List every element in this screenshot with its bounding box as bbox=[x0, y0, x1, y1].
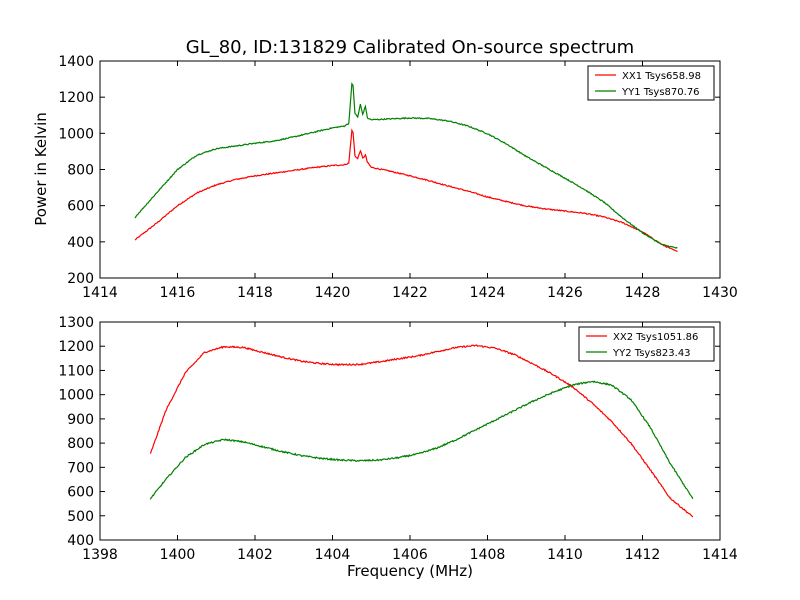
y-tick-label: 800 bbox=[67, 163, 94, 179]
x-tick-label: 1398 bbox=[82, 547, 118, 563]
series-line-yy bbox=[134, 82, 678, 249]
y-tick-label: 1300 bbox=[58, 315, 94, 331]
y-tick-label: 1000 bbox=[58, 388, 94, 404]
y-tick-label: 400 bbox=[67, 235, 94, 251]
y-tick-label: 1000 bbox=[58, 126, 94, 142]
x-tick-label: 1414 bbox=[82, 285, 118, 301]
y-tick-label: 800 bbox=[67, 436, 94, 452]
legend-entry: YY1 Tsys870.76 bbox=[621, 87, 700, 98]
y-tick-label: 700 bbox=[67, 460, 94, 476]
series-line-xx bbox=[134, 128, 678, 253]
legend-entry: XX2 Tsys1051.86 bbox=[613, 332, 698, 343]
x-tick-label: 1408 bbox=[470, 547, 506, 563]
x-tick-label: 1416 bbox=[160, 285, 196, 301]
x-tick-label: 1426 bbox=[547, 285, 583, 301]
y-tick-label: 1200 bbox=[58, 339, 94, 355]
series-line-xx bbox=[149, 344, 694, 518]
x-tick-label: 1420 bbox=[315, 285, 351, 301]
y-tick-label: 500 bbox=[67, 509, 94, 525]
y-tick-label: 400 bbox=[67, 533, 94, 549]
x-tick-label: 1400 bbox=[160, 547, 196, 563]
series-line-yy bbox=[149, 380, 694, 500]
y-tick-label: 200 bbox=[67, 271, 94, 287]
x-tick-label: 1414 bbox=[702, 547, 738, 563]
x-tick-label: 1424 bbox=[470, 285, 506, 301]
y-tick-label: 600 bbox=[67, 485, 94, 501]
y-tick-label: 600 bbox=[67, 199, 94, 215]
x-tick-label: 1422 bbox=[392, 285, 428, 301]
legend-entry: XX1 Tsys658.98 bbox=[622, 71, 701, 82]
x-tick-label: 1410 bbox=[547, 547, 583, 563]
x-tick-label: 1428 bbox=[625, 285, 661, 301]
x-tick-label: 1404 bbox=[315, 547, 351, 563]
legend-box bbox=[578, 326, 715, 362]
x-tick-label: 1430 bbox=[702, 285, 738, 301]
x-tick-label: 1402 bbox=[237, 547, 273, 563]
top-spectrum-panel: 1414 1416 1418 1420 1422 1424 1426 1428 1430 200 4… bbox=[58, 54, 737, 301]
legend-entry: YY2 Tsys823.43 bbox=[612, 348, 691, 359]
legend-box bbox=[587, 65, 715, 101]
legend: XX1 Tsys658.98 YY1 Tsys870.76 bbox=[587, 65, 715, 101]
x-axis-label: Frequency (MHz) bbox=[347, 562, 473, 580]
legend: XX2 Tsys1051.86 YY2 Tsys823.43 bbox=[578, 326, 715, 362]
y-tick-label: 1400 bbox=[58, 54, 94, 70]
y-tick-label: 1200 bbox=[58, 90, 94, 106]
x-tick-label: 1418 bbox=[237, 285, 273, 301]
x-tick-label: 1406 bbox=[392, 547, 428, 563]
bottom-spectrum-panel: 1398 1400 1402 1404 1406 1408 1410 1412 1414 400 5… bbox=[58, 315, 738, 563]
y-tick-label: 1100 bbox=[58, 363, 94, 379]
y-axis-label: Power in Kelvin bbox=[32, 112, 50, 226]
y-tick-label: 900 bbox=[67, 412, 94, 428]
figure-title: GL_80, ID:131829 Calibrated On-source sp… bbox=[186, 37, 634, 58]
x-tick-label: 1412 bbox=[625, 547, 661, 563]
